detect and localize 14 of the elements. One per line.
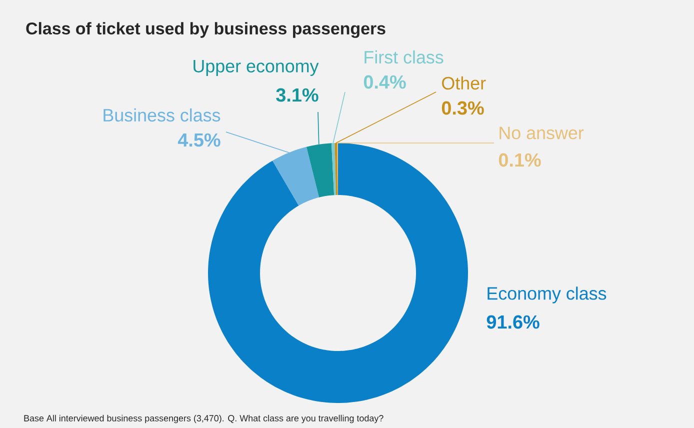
slice-label: First class <box>364 50 444 64</box>
data-label: 4.5% <box>178 133 220 147</box>
slice-label: Business class <box>104 108 220 122</box>
data-label: 0.1% <box>498 153 541 167</box>
chart-title: Class of ticket used by business passengers <box>26 22 386 38</box>
data-label: 0.4% <box>364 75 406 89</box>
slice-label: No answer <box>500 126 584 140</box>
data-label: 3.1% <box>276 88 318 102</box>
slice-label: Other <box>442 76 486 90</box>
slice-label: Economy class <box>488 286 606 304</box>
text: Base All interviewed business passengers (3,470). Q. What class are you travelling today? <box>24 414 384 424</box>
slice-label: Upper economy <box>194 60 319 76</box>
data-label: 91.6% <box>486 315 540 329</box>
data-label: 0.3% <box>442 101 484 115</box>
